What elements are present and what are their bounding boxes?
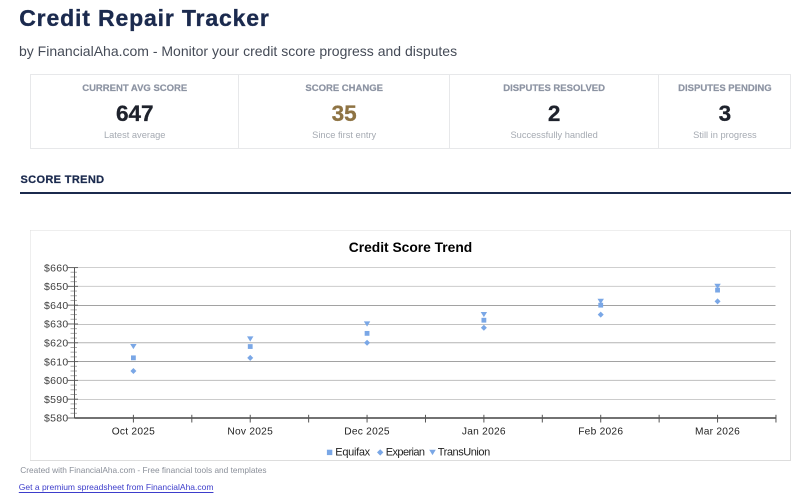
svg-text:Oct 2025: Oct 2025 — [112, 426, 155, 437]
svg-text:Nov 2025: Nov 2025 — [227, 426, 273, 437]
svg-text:$620: $620 — [44, 337, 69, 349]
svg-text:$630: $630 — [44, 319, 69, 331]
svg-text:$580: $580 — [44, 413, 69, 425]
svg-text:Mar 2026: Mar 2026 — [695, 426, 740, 437]
svg-text:Dec 2025: Dec 2025 — [344, 426, 390, 437]
svg-text:$650: $650 — [44, 281, 69, 293]
svg-text:$660: $660 — [44, 262, 69, 274]
svg-text:Feb 2026: Feb 2026 — [578, 426, 623, 437]
svg-text:$600: $600 — [44, 375, 69, 387]
svg-text:$590: $590 — [44, 394, 69, 406]
svg-text:Jan 2026: Jan 2026 — [462, 426, 506, 437]
svg-text:TransUnion: TransUnion — [438, 446, 490, 458]
svg-text:$610: $610 — [44, 356, 69, 368]
svg-text:$640: $640 — [44, 300, 69, 312]
svg-text:Experian: Experian — [386, 446, 425, 458]
svg-text:Equifax: Equifax — [335, 446, 370, 458]
svg-text:Credit Score Trend: Credit Score Trend — [349, 240, 472, 255]
